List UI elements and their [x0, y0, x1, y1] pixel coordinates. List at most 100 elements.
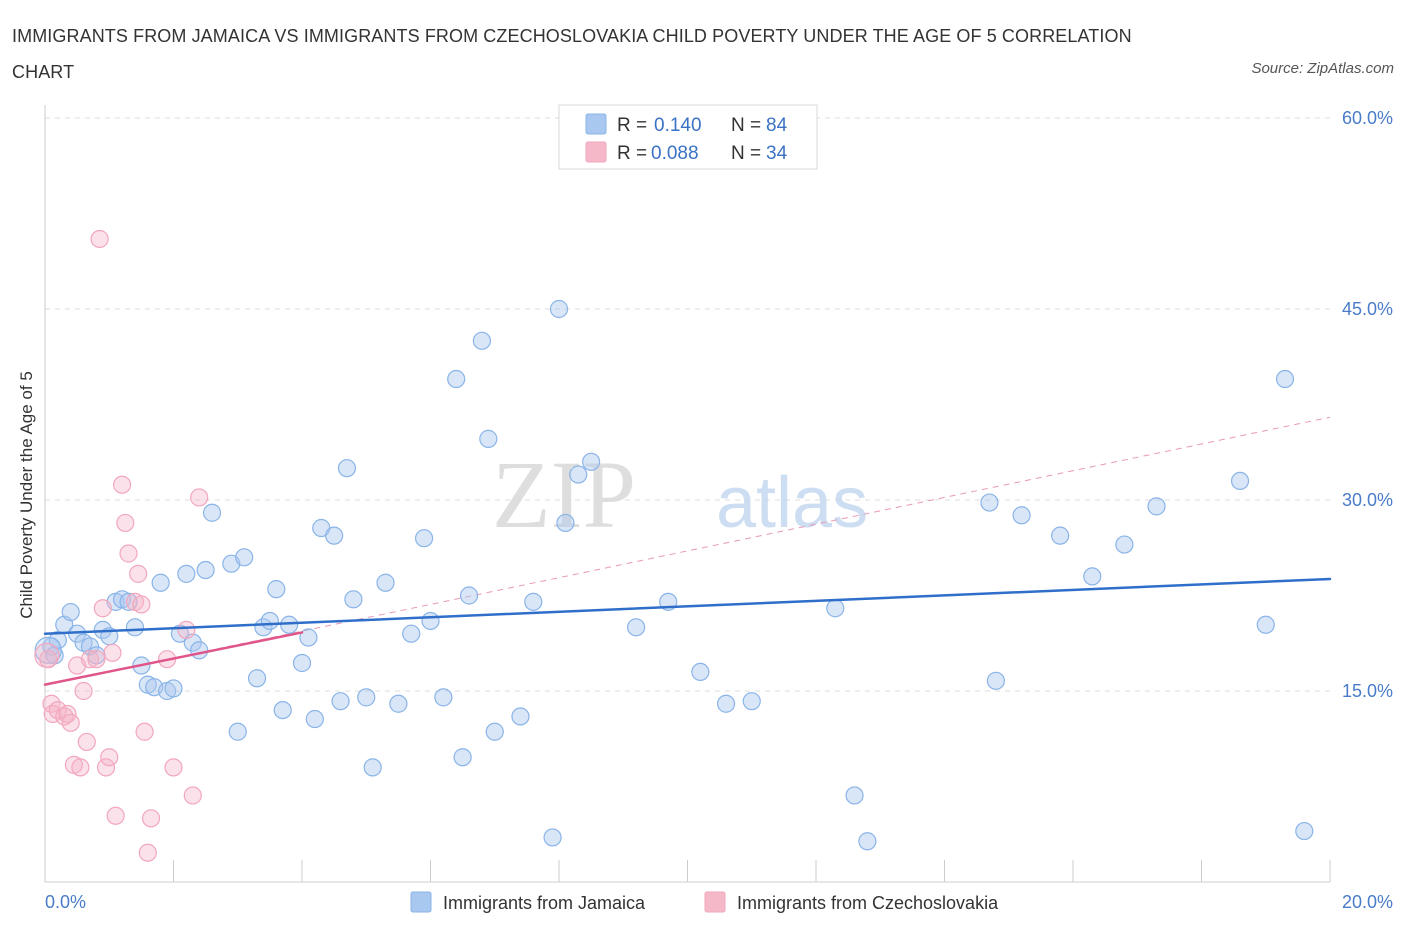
point-czechoslovakia: [80, 650, 100, 669]
series-legend-swatch-czechoslovakia: [704, 891, 726, 913]
point-czechoslovakia: [61, 713, 80, 732]
point-czechoslovakia: [34, 642, 60, 668]
point-jamaica: [986, 671, 1006, 690]
point-jamaica: [549, 299, 569, 319]
point-jamaica: [325, 526, 344, 545]
point-czechoslovakia: [129, 564, 148, 583]
point-jamaica: [1051, 526, 1070, 545]
legend-r-value-czechoslovakia: 0.088: [651, 143, 699, 164]
point-jamaica: [742, 692, 761, 711]
point-jamaica: [151, 573, 170, 592]
series-legend-label-jamaica: Immigrants from Jamaica: [443, 893, 646, 913]
point-jamaica: [247, 669, 267, 688]
point-jamaica: [61, 602, 80, 622]
point-jamaica: [299, 628, 318, 647]
point-jamaica: [177, 564, 196, 583]
trend-line-czechoslovakia: [43, 631, 304, 686]
point-jamaica: [267, 580, 286, 599]
point-jamaica: [196, 560, 215, 580]
trend-line-jamaica: [43, 577, 1332, 635]
watermark-zip: ZIP: [492, 441, 636, 548]
legend-r-label-czechoslovakia: R =: [617, 143, 647, 164]
point-jamaica: [858, 832, 877, 851]
point-jamaica: [1275, 369, 1295, 389]
point-czechoslovakia: [183, 786, 202, 805]
point-jamaica: [273, 700, 292, 720]
point-czechoslovakia: [132, 595, 151, 614]
point-jamaica: [125, 618, 145, 637]
point-czechoslovakia: [93, 599, 112, 618]
point-jamaica: [479, 429, 498, 448]
stats-legend: R = 0.140 N = 84 R = 0.088 N = 34: [558, 104, 818, 170]
point-jamaica: [344, 590, 363, 609]
point-czechoslovakia: [103, 643, 122, 662]
point-jamaica: [228, 722, 247, 741]
point-czechoslovakia: [138, 843, 157, 862]
point-jamaica: [569, 465, 588, 484]
point-czechoslovakia: [71, 758, 90, 777]
point-jamaica: [1256, 615, 1275, 634]
point-jamaica: [389, 694, 408, 713]
point-jamaica: [447, 369, 466, 389]
watermark-atlas: atlas: [716, 463, 868, 543]
series-legend-label-czechoslovakia: Immigrants from Czechoslovakia: [737, 893, 999, 913]
point-czechoslovakia: [119, 544, 138, 563]
point-jamaica: [235, 548, 254, 567]
point-czechoslovakia: [74, 681, 93, 701]
point-czechoslovakia: [116, 513, 135, 533]
point-czechoslovakia: [77, 732, 96, 752]
trend-lines: [43, 577, 1332, 686]
point-czechoslovakia: [190, 488, 209, 507]
point-jamaica: [337, 459, 357, 478]
point-jamaica: [524, 592, 543, 611]
point-jamaica: [402, 624, 421, 643]
point-jamaica: [980, 493, 999, 512]
legend-n-label-czechoslovakia: N =: [731, 143, 761, 164]
point-jamaica: [331, 692, 350, 711]
point-jamaica: [1295, 821, 1314, 841]
point-czechoslovakia: [100, 748, 119, 767]
point-jamaica: [626, 618, 646, 637]
point-jamaica: [459, 586, 479, 605]
point-czechoslovakia: [87, 650, 106, 669]
trend-line-extended: [44, 416, 1331, 686]
point-jamaica: [48, 630, 67, 650]
legend-r-value-jamaica: 0.140: [654, 115, 702, 136]
point-jamaica: [691, 662, 710, 682]
x-tick-labels: 0.0% 20.0%: [45, 892, 1393, 912]
point-czechoslovakia: [141, 809, 161, 828]
point-czechoslovakia: [112, 475, 132, 494]
point-jamaica: [826, 599, 845, 618]
axes: [44, 105, 1331, 883]
point-jamaica: [305, 709, 324, 729]
point-jamaica: [363, 758, 382, 777]
legend-swatch-czechoslovakia: [585, 141, 607, 163]
point-jamaica: [556, 513, 575, 533]
point-jamaica: [1115, 535, 1134, 554]
point-jamaica: [582, 452, 601, 471]
legend-swatch-jamaica: [585, 113, 607, 135]
point-czechoslovakia: [177, 620, 196, 639]
gridlines: [45, 117, 1330, 692]
x-tick-label: 0.0%: [45, 892, 86, 912]
point-jamaica: [164, 679, 183, 698]
point-czechoslovakia: [106, 806, 125, 825]
series-legend-swatch-jamaica: [410, 891, 432, 913]
series-legend: Immigrants from Jamaica Immigrants from …: [410, 891, 999, 913]
point-jamaica: [543, 828, 562, 847]
point-jamaica: [472, 331, 491, 350]
y-axis-label: Child Poverty Under the Age of 5: [17, 371, 36, 619]
legend-r-label-jamaica: R =: [617, 115, 647, 136]
y-tick-label: 60.0%: [1342, 108, 1393, 128]
point-jamaica: [421, 611, 440, 631]
legend-n-label-jamaica: N =: [731, 115, 761, 136]
point-jamaica: [511, 707, 530, 726]
series-jamaica-points: [34, 299, 1314, 851]
point-jamaica: [485, 722, 504, 741]
point-jamaica: [376, 573, 395, 592]
point-jamaica: [434, 688, 453, 707]
point-jamaica: [1147, 497, 1166, 516]
y-tick-labels: 15.0% 30.0% 45.0% 60.0%: [1342, 108, 1393, 701]
point-jamaica: [716, 694, 736, 713]
